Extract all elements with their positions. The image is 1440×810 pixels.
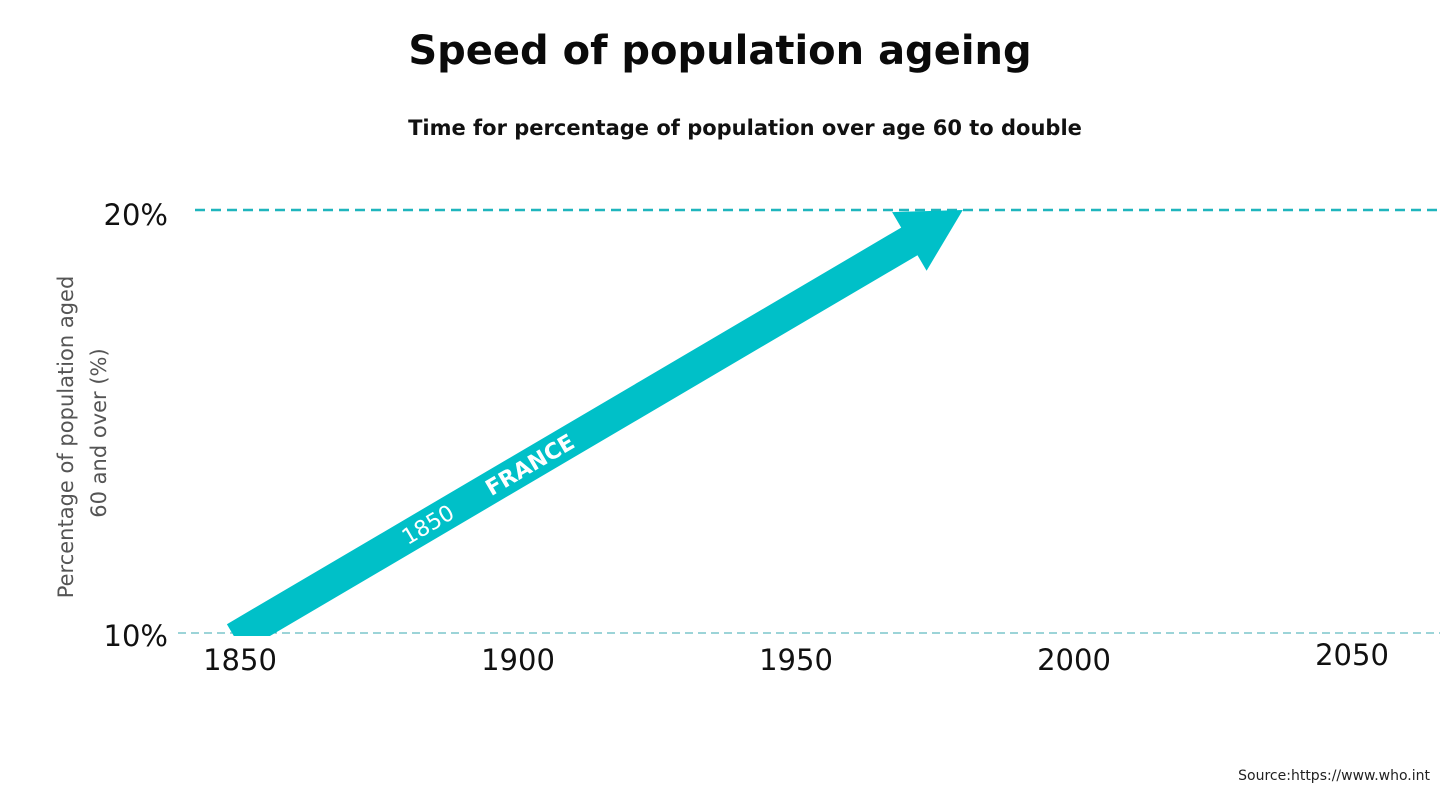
x-tick-label-2000: 2000 bbox=[1037, 643, 1111, 677]
source-note: Source:https://www.who.int bbox=[1238, 768, 1430, 784]
chart-subtitle: Time for percentage of population over a… bbox=[408, 116, 1082, 140]
y-axis-label-line-2: 60 and over (%) bbox=[87, 348, 111, 517]
series-arrow-france bbox=[226, 210, 963, 636]
x-tick-label-1850: 1850 bbox=[203, 643, 277, 677]
chart-title: Speed of population ageing bbox=[408, 28, 1032, 74]
series-label-name: FRANCE bbox=[482, 430, 580, 502]
x-tick-label-2050: 2050 bbox=[1315, 638, 1389, 672]
y-tick-label-20: 20% bbox=[104, 198, 168, 232]
y-tick-label-10: 10% bbox=[104, 619, 168, 653]
x-tick-label-1950: 1950 bbox=[759, 643, 833, 677]
x-tick-label-1900: 1900 bbox=[481, 643, 555, 677]
y-axis-label-line-1: Percentage of population aged bbox=[54, 276, 78, 599]
